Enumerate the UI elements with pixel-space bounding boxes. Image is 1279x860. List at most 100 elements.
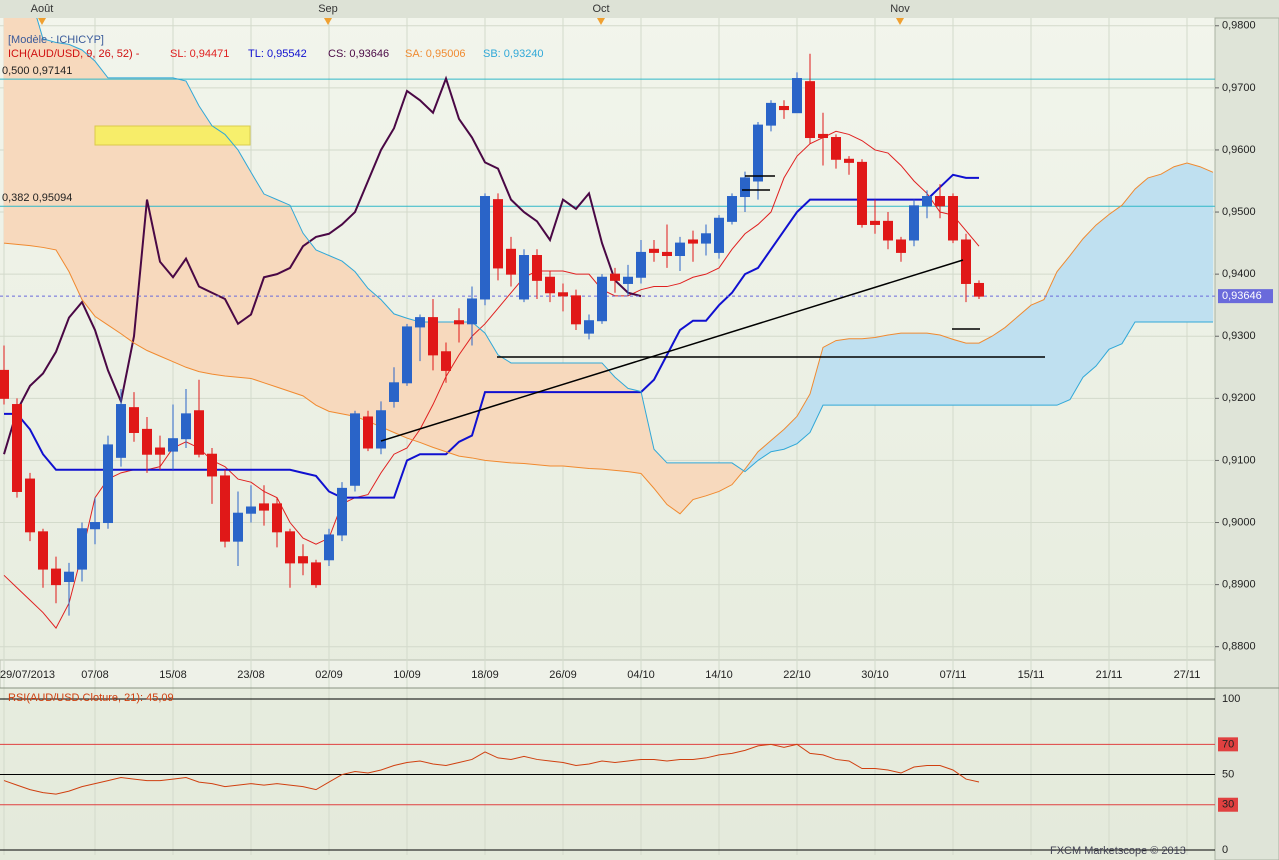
candle-body [831,137,841,160]
cloud-segment [198,105,213,375]
candle-body [948,196,958,241]
rsi-tick-label: 0 [1222,844,1228,856]
cloud-segment [627,388,642,474]
cloud-segment [81,49,96,318]
y-tick-label: 0,9200 [1222,392,1256,404]
cloud-segment [250,171,265,384]
candle-body [688,239,698,244]
x-tick-label: 15/11 [1018,669,1045,681]
x-tick-label: 07/08 [81,669,109,681]
cloud-segment [94,60,109,326]
cloud-segment [497,354,512,464]
template-label: [Modèle : ICHICYP] [8,34,104,46]
cloud-segment [900,332,915,406]
candle-body [155,447,165,455]
month-marker [38,18,46,25]
month-marker [896,18,904,25]
x-tick-label: 02/09 [315,669,343,681]
candle-body [896,239,906,253]
cloud-segment [224,133,239,378]
rsi-tick-label: 30 [1222,799,1234,811]
candle-body [90,522,100,530]
cloud-segment [172,77,187,368]
candle-body [805,81,815,139]
candles [0,53,984,616]
y-tick-label: 0,9400 [1222,268,1256,280]
x-tick-label: 21/11 [1096,669,1123,681]
cloud-segment [523,362,538,466]
cloud-segment [549,362,564,467]
x-tick-label: 04/10 [627,669,655,681]
candle-body [545,276,555,294]
candle-body [493,199,503,269]
candle-body [818,133,828,139]
candle-body [402,326,412,384]
levels: 0,500 0,97141 0,382 0,95094 [0,65,1215,207]
candle-body [714,217,724,253]
candle-body [792,78,802,114]
candle-body [766,102,776,126]
cloud-segment [328,255,343,415]
cloud-segment [68,44,83,300]
cloud-segment [1147,173,1162,323]
cloud-segment [367,287,382,428]
rsi-tick-label: 70 [1222,738,1234,750]
cloud-segment [965,342,980,406]
x-tick-label: 14/10 [705,669,733,681]
candle-body [233,512,243,542]
legend-entry: TL: 0,95542 [248,48,307,60]
candle-body [935,196,945,207]
x-tick-label: 30/10 [861,669,889,681]
candle-body [103,444,113,524]
x-tick-label: 22/10 [783,669,811,681]
candle-body [649,248,659,253]
cloud-segment [1056,254,1071,406]
y-tick-label: 0,8900 [1222,579,1256,591]
candle-body [129,407,139,433]
candle-body [610,273,620,281]
rsi-panel: 0 30 50 70 100 RSI(AUD/USD.Cloture, 21): 45,0… [0,687,1279,856]
y-tick-label: 0,9000 [1222,516,1256,528]
candle-body [64,571,74,583]
cloud-segment [536,362,551,467]
candle-body [597,276,607,322]
candle-body [38,531,48,570]
candle-body [220,475,230,542]
candle-body [194,410,204,455]
rsi-tick-label: 100 [1222,693,1240,705]
rsi-tick-box [1218,737,1238,752]
candle-body [675,242,685,257]
candle-body [12,404,22,492]
cloud-segment [211,125,226,377]
cloud-segment [1108,204,1123,350]
candle-body [584,320,594,334]
annotations [380,175,1045,442]
month-label: Sep [318,3,338,15]
cloud-segment [861,337,876,406]
candle-body [480,196,490,300]
rsi-line [3,743,980,795]
candle-body [168,438,178,452]
month-marker [597,18,605,25]
candle-body [909,205,919,241]
watermark: FXCM Marketscope © 2013 [1050,845,1186,857]
cloud-segment [289,205,304,397]
x-tick-label: 29/07/2013 [0,669,55,681]
candle-body [857,161,867,225]
date-band [0,659,1216,689]
candle-body [207,453,217,477]
last-price-label: 0,93646 [1222,290,1262,302]
cloud-segment [354,270,369,422]
cloud-segment [445,321,460,457]
candle-body [844,158,854,163]
month-label: Nov [890,3,910,15]
cloud-segment [1069,238,1084,401]
cloud-segment [978,335,993,406]
candle-body [337,487,347,536]
candle-body [506,248,516,275]
y-tick-label: 0,8800 [1222,641,1256,653]
candle-body [454,320,464,325]
header: [Modèle : ICHICYP] ICH(AUD/USD, 9, 26, 5… [8,34,544,60]
cloud-segment [1121,188,1136,345]
y-tick-label: 0,9300 [1222,330,1256,342]
